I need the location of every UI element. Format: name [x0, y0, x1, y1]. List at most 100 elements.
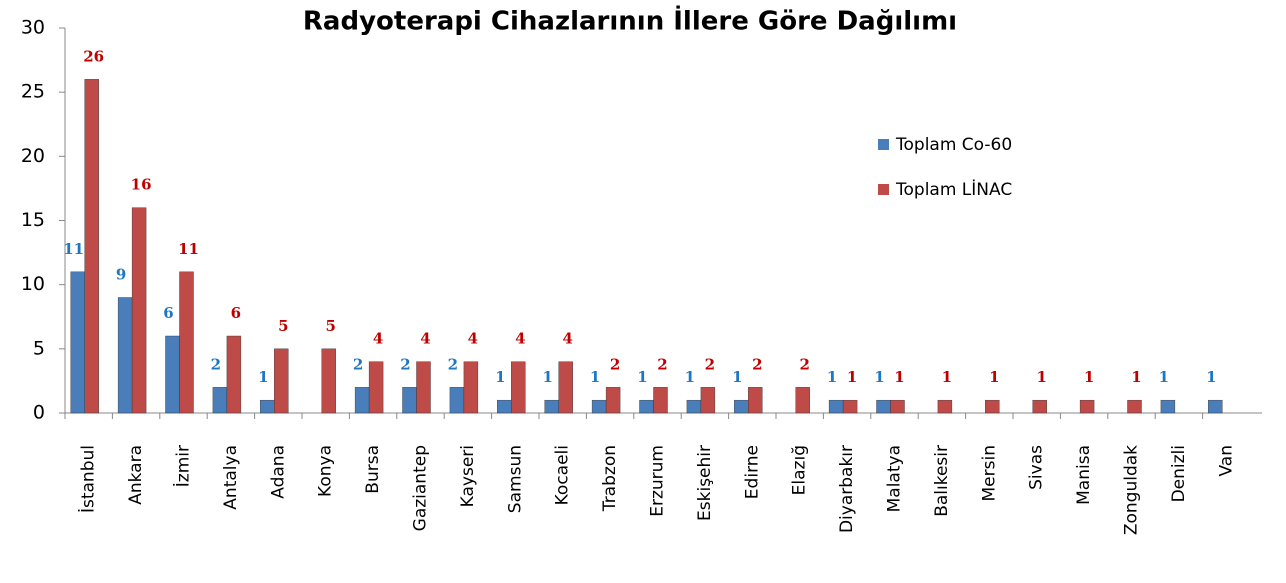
bar	[1127, 399, 1142, 414]
legend-label: Toplam LİNAC	[895, 179, 1012, 200]
legend-label: Toplam Co-60	[895, 135, 1012, 155]
value-label: 2	[705, 355, 715, 373]
value-label: 1	[1206, 368, 1216, 386]
value-label: 1	[1036, 368, 1046, 386]
bar	[212, 387, 228, 414]
value-label: 1	[685, 368, 695, 386]
value-label: 1	[258, 368, 268, 386]
value-label: 1	[942, 368, 952, 386]
value-label: 4	[515, 330, 525, 348]
value-label: 1	[989, 368, 999, 386]
value-label: 1	[495, 368, 505, 386]
value-label: 1	[874, 368, 884, 386]
bar	[117, 297, 133, 414]
x-tick-label: Trabzon	[600, 445, 620, 512]
value-label: 1	[1131, 368, 1141, 386]
value-label: 2	[752, 355, 762, 373]
bar	[734, 399, 749, 414]
value-label: 2	[657, 355, 667, 373]
value-label: 2	[610, 355, 620, 373]
y-tick-label: 5	[33, 337, 45, 359]
value-label: 2	[353, 355, 363, 373]
y-tick-label: 20	[21, 145, 45, 167]
value-label: 16	[131, 176, 152, 194]
bar	[1079, 399, 1095, 414]
bar	[748, 387, 763, 414]
bar	[463, 361, 479, 414]
bar	[1208, 399, 1223, 414]
bar	[544, 399, 559, 414]
bar	[1160, 399, 1176, 414]
bar	[70, 271, 85, 414]
bar	[639, 399, 654, 414]
bar	[937, 399, 953, 414]
value-label: 1	[1159, 368, 1169, 386]
bar	[354, 387, 370, 414]
bar	[368, 361, 384, 414]
value-label: 2	[799, 355, 809, 373]
x-tick-label: Zonguldak	[1122, 445, 1142, 535]
value-label: 6	[231, 304, 241, 322]
legend-swatch	[878, 184, 889, 195]
bar	[511, 361, 526, 414]
value-label: 4	[562, 330, 572, 348]
bar	[1032, 399, 1047, 414]
bar	[131, 207, 147, 414]
value-label: 2	[211, 355, 221, 373]
value-label: 26	[83, 47, 104, 65]
bar	[795, 387, 810, 414]
value-label: 11	[63, 240, 84, 258]
bar	[591, 399, 607, 414]
x-tick-label: Balıkesir	[932, 445, 952, 517]
bar	[260, 399, 275, 414]
value-label: 1	[590, 368, 600, 386]
bar	[449, 387, 465, 414]
value-label: 2	[400, 355, 410, 373]
legend-swatch	[878, 139, 889, 150]
value-label: 1	[637, 368, 647, 386]
bar	[686, 399, 702, 414]
bar	[274, 348, 289, 414]
value-label: 9	[116, 266, 126, 284]
bar	[985, 399, 1000, 414]
value-label: 4	[373, 330, 383, 348]
x-tick-label: Edirne	[742, 445, 762, 499]
y-tick-label: 25	[21, 81, 45, 103]
x-tick-label: Adana	[268, 445, 288, 499]
bar	[876, 399, 891, 414]
y-tick-label: 0	[33, 402, 45, 424]
bar	[605, 387, 621, 414]
bar	[84, 79, 99, 414]
x-tick-label: Van	[1216, 445, 1236, 477]
y-tick-label: 15	[21, 209, 45, 231]
bar	[402, 387, 417, 414]
y-tick-label: 30	[21, 17, 45, 39]
x-tick-label: Malatya	[885, 445, 905, 512]
value-label: 1	[827, 368, 837, 386]
x-tick-label: Samsun	[505, 445, 525, 513]
bar	[890, 399, 905, 414]
x-tick-label: Kocaeli	[553, 445, 573, 505]
x-tick-label: Elazığ	[790, 445, 810, 495]
x-tick-label: Denizli	[1169, 445, 1189, 502]
x-tick-label: Sivas	[1027, 445, 1047, 490]
x-tick-label: Bursa	[363, 445, 383, 494]
bar	[653, 387, 668, 414]
x-tick-label: Eskişehir	[695, 445, 715, 521]
value-label: 4	[468, 330, 478, 348]
x-tick-label: Kayseri	[458, 445, 478, 507]
value-label: 11	[178, 240, 199, 258]
bar	[828, 399, 844, 414]
x-tick-label: Diyarbakır	[837, 445, 857, 533]
x-tick-label: Konya	[316, 445, 336, 497]
value-label: 6	[163, 304, 173, 322]
value-label: 4	[420, 330, 430, 348]
bar	[416, 361, 431, 414]
x-tick-label: Gaziantep	[411, 445, 431, 531]
y-tick-label: 10	[21, 273, 45, 295]
bar	[497, 399, 512, 414]
bar	[226, 335, 242, 414]
x-tick-label: Manisa	[1074, 445, 1094, 505]
value-label: 5	[278, 317, 288, 335]
